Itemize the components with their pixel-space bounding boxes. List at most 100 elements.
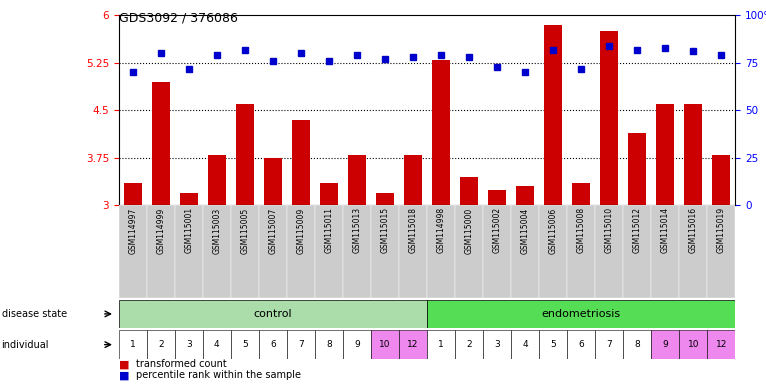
Text: GSM115016: GSM115016 <box>689 207 698 253</box>
Bar <box>600 31 618 205</box>
Text: GSM115008: GSM115008 <box>577 207 586 253</box>
Text: GSM115006: GSM115006 <box>548 207 558 253</box>
Bar <box>427 330 455 359</box>
Text: GSM115003: GSM115003 <box>212 207 221 253</box>
Text: 6: 6 <box>270 340 276 349</box>
Bar <box>152 82 170 205</box>
Bar <box>287 330 315 359</box>
Bar <box>236 104 254 205</box>
Bar <box>595 205 624 298</box>
Text: GSM115010: GSM115010 <box>604 207 614 253</box>
Bar <box>511 205 539 298</box>
Text: GSM115004: GSM115004 <box>521 207 529 253</box>
Bar <box>315 330 343 359</box>
Bar <box>684 104 702 205</box>
Bar <box>595 330 624 359</box>
Text: 4: 4 <box>522 340 528 349</box>
Bar <box>483 330 511 359</box>
Bar <box>656 104 674 205</box>
Text: 1: 1 <box>130 340 136 349</box>
Bar <box>292 120 310 205</box>
Bar <box>119 205 147 298</box>
Text: GSM115014: GSM115014 <box>661 207 669 253</box>
Bar <box>539 330 567 359</box>
Text: individual: individual <box>2 339 49 350</box>
Text: GSM115009: GSM115009 <box>296 207 306 253</box>
Bar <box>287 205 315 298</box>
Text: ■: ■ <box>119 370 133 380</box>
Bar <box>203 205 231 298</box>
Text: 10: 10 <box>688 340 699 349</box>
Bar <box>427 205 455 298</box>
Text: ■: ■ <box>119 359 133 369</box>
Text: 7: 7 <box>607 340 612 349</box>
Bar <box>712 155 731 205</box>
Text: GSM115013: GSM115013 <box>352 207 362 253</box>
Bar <box>203 330 231 359</box>
Text: GSM114999: GSM114999 <box>156 207 165 253</box>
Text: GSM114997: GSM114997 <box>128 207 137 253</box>
Text: GSM115011: GSM115011 <box>325 207 333 253</box>
Text: 8: 8 <box>634 340 640 349</box>
Bar <box>259 205 287 298</box>
Text: 2: 2 <box>158 340 164 349</box>
Bar <box>119 300 427 328</box>
Bar <box>371 330 399 359</box>
Text: 9: 9 <box>354 340 360 349</box>
Text: GDS3092 / 376086: GDS3092 / 376086 <box>119 12 237 25</box>
Bar <box>511 330 539 359</box>
Bar <box>147 330 175 359</box>
Bar <box>343 205 371 298</box>
Text: 1: 1 <box>438 340 444 349</box>
Bar <box>175 330 203 359</box>
Bar <box>567 330 595 359</box>
Bar <box>343 330 371 359</box>
Bar <box>539 205 567 298</box>
Bar <box>320 183 338 205</box>
Text: GSM115002: GSM115002 <box>493 207 502 253</box>
Bar <box>175 205 203 298</box>
Bar <box>628 132 647 205</box>
Text: 9: 9 <box>663 340 668 349</box>
Text: GSM114998: GSM114998 <box>437 207 446 253</box>
Bar <box>651 205 679 298</box>
Bar <box>231 205 259 298</box>
Text: 12: 12 <box>408 340 419 349</box>
Text: 3: 3 <box>494 340 500 349</box>
Text: GSM115005: GSM115005 <box>241 207 250 253</box>
Bar <box>544 25 562 205</box>
Text: 12: 12 <box>715 340 727 349</box>
Bar <box>651 330 679 359</box>
Bar <box>231 330 259 359</box>
Bar <box>679 330 707 359</box>
Text: disease state: disease state <box>2 309 67 319</box>
Bar <box>264 158 282 205</box>
Text: GSM115000: GSM115000 <box>465 207 473 253</box>
Bar <box>208 155 226 205</box>
Text: transformed count: transformed count <box>136 359 226 369</box>
Bar <box>624 205 651 298</box>
Bar <box>119 330 147 359</box>
Text: GSM115015: GSM115015 <box>381 207 389 253</box>
Bar <box>455 330 483 359</box>
Text: GSM115007: GSM115007 <box>268 207 277 253</box>
Bar <box>399 205 427 298</box>
Bar <box>427 300 735 328</box>
Bar <box>707 330 735 359</box>
Bar <box>567 205 595 298</box>
Bar <box>624 330 651 359</box>
Bar <box>376 193 394 205</box>
Text: 8: 8 <box>326 340 332 349</box>
Bar <box>404 155 422 205</box>
Text: GSM115018: GSM115018 <box>408 207 417 253</box>
Bar <box>460 177 478 205</box>
Bar <box>371 205 399 298</box>
Bar <box>572 183 591 205</box>
Text: GSM115019: GSM115019 <box>717 207 726 253</box>
Bar <box>315 205 343 298</box>
Bar <box>516 187 534 205</box>
Text: 7: 7 <box>298 340 304 349</box>
Bar <box>399 330 427 359</box>
Text: percentile rank within the sample: percentile rank within the sample <box>136 370 300 380</box>
Bar <box>679 205 707 298</box>
